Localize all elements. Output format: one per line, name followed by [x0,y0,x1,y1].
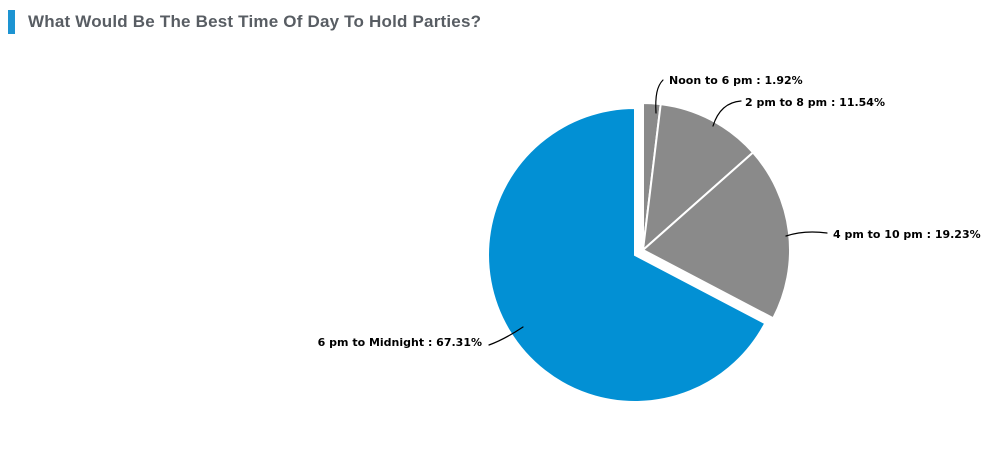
leader-line-2pm-to-8pm [712,100,742,127]
slice-label-4pm-to-10pm: 4 pm to 10 pm : 19.23% [833,228,981,241]
pie-slice-6pm-to-midnight[interactable] [487,106,767,403]
chart-title: What Would Be The Best Time Of Day To Ho… [28,12,482,31]
title-accent-bar [8,10,15,34]
leader-line-4pm-to-10pm [785,231,828,237]
leader-line-6pm-to-midnight [488,326,524,346]
slice-label-6pm-to-midnight: 6 pm to Midnight : 67.31% [317,336,482,349]
pie-slice-2pm-to-8pm[interactable] [641,102,755,253]
slice-label-noon-to-6pm: Noon to 6 pm : 1.92% [669,74,803,87]
leader-line-noon-to-6pm [655,79,664,114]
slice-label-2pm-to-8pm: 2 pm to 8 pm : 11.54% [745,96,885,109]
chart-header: What Would Be The Best Time Of Day To Ho… [8,10,481,34]
pie-slice-4pm-to-10pm[interactable] [641,151,792,320]
